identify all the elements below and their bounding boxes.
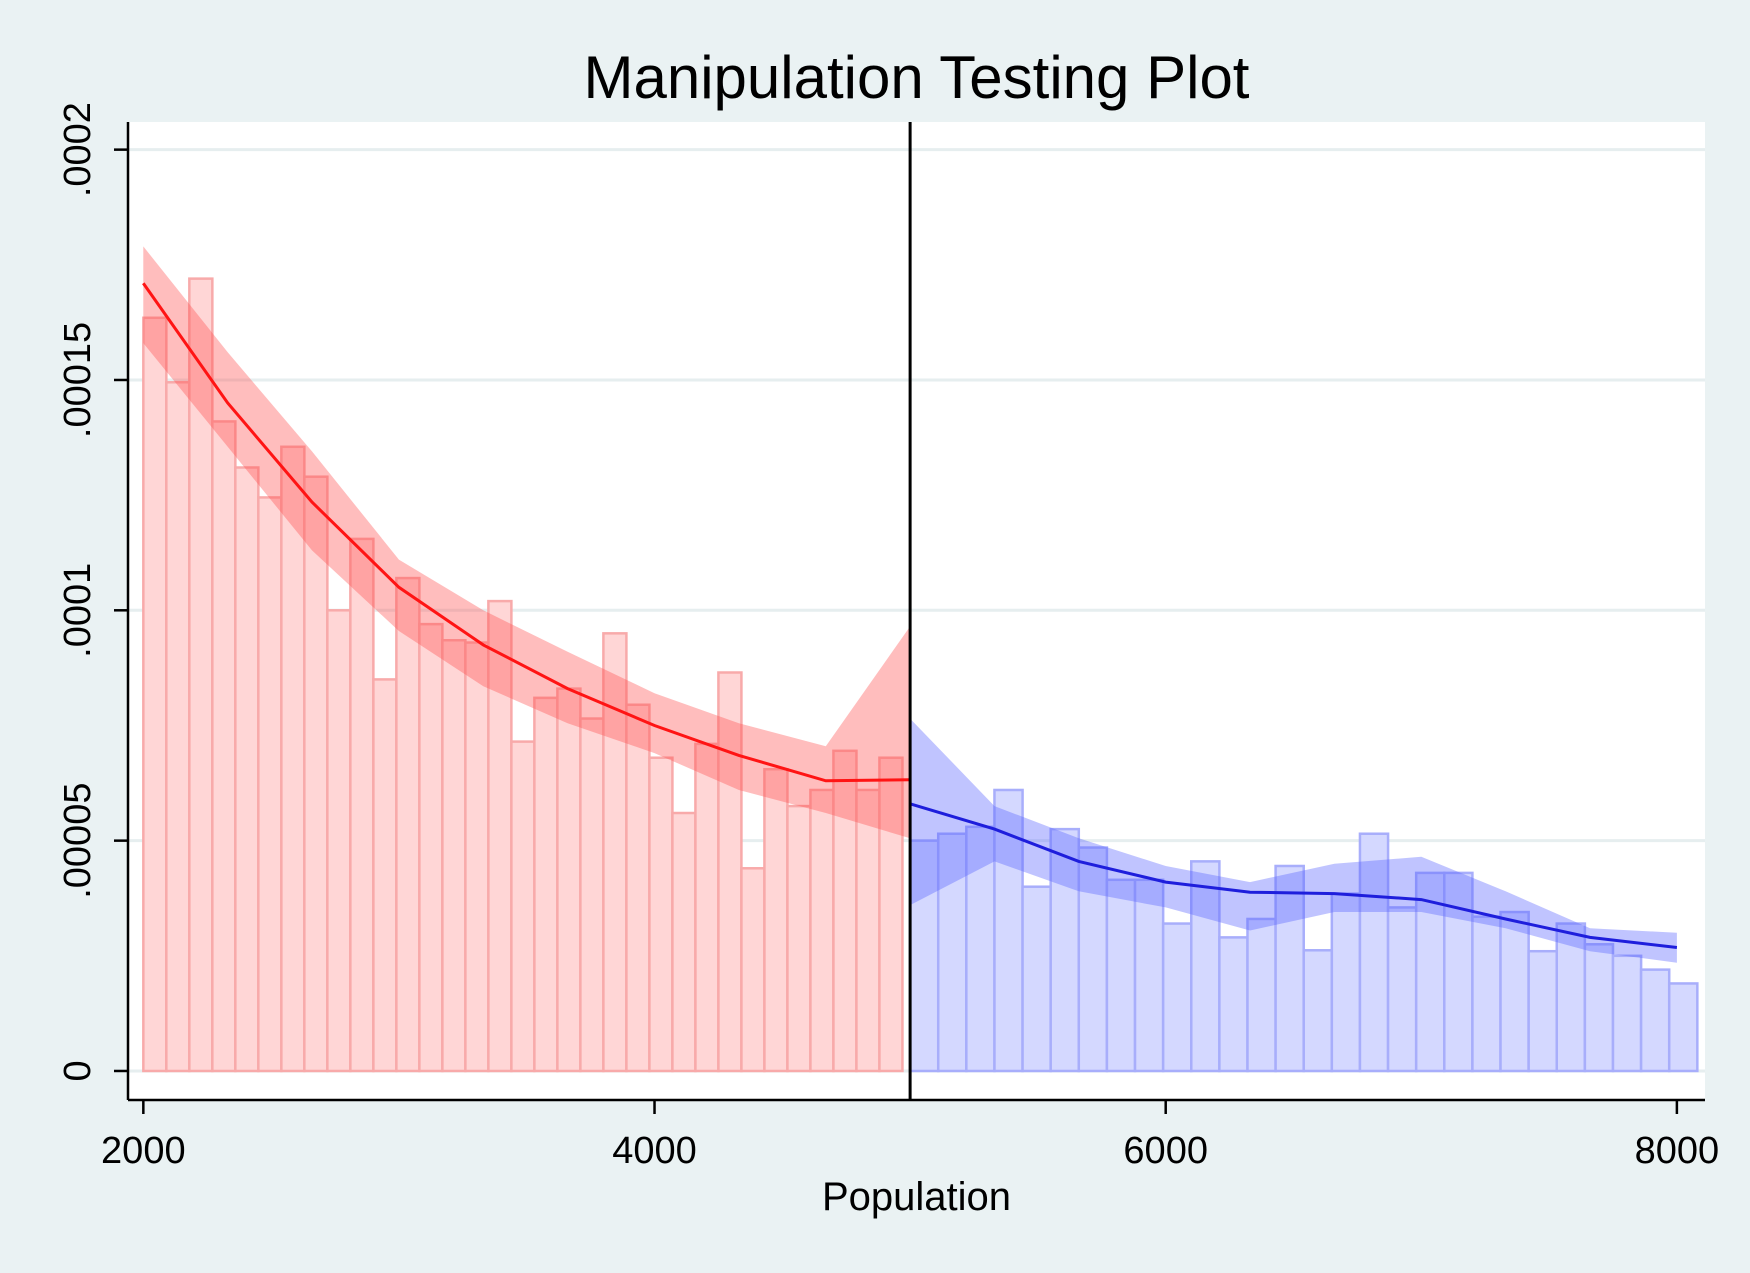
left-bar-31 — [855, 788, 881, 1073]
x-tick-label-2: 6000 — [1123, 1130, 1208, 1172]
x-axis-ticks: 2000 4000 6000 8000 — [101, 1100, 1719, 1172]
left-bar-11 — [395, 576, 421, 1073]
left-bar-10 — [372, 678, 398, 1073]
left-bar-19 — [579, 717, 605, 1073]
right-bar-14 — [1302, 949, 1334, 1073]
left-bar-7 — [303, 475, 329, 1073]
left-bar-1 — [165, 381, 191, 1073]
right-bar-16 — [1358, 832, 1390, 1073]
right-bar-15 — [1330, 892, 1362, 1073]
x-axis-label: Population — [822, 1175, 1011, 1219]
left-bar-22 — [648, 756, 674, 1073]
right-histogram-bars — [908, 788, 1699, 1073]
right-bar-2 — [965, 825, 996, 1073]
right-bar-12 — [1246, 917, 1277, 1073]
right-bar-24 — [1583, 943, 1615, 1073]
right-bar-11 — [1218, 936, 1249, 1073]
right-bar-13 — [1274, 864, 1305, 1073]
left-bar-23 — [671, 811, 697, 1073]
x-tick-label-1: 4000 — [612, 1130, 697, 1172]
right-bar-7 — [1105, 878, 1137, 1073]
right-bar-10 — [1190, 860, 1221, 1073]
left-bar-13 — [441, 639, 467, 1073]
right-bar-17 — [1386, 906, 1418, 1073]
left-histogram-bars — [142, 277, 904, 1073]
right-bar-20 — [1471, 915, 1502, 1073]
y-tick-label-4: .0002 — [57, 102, 99, 197]
x-tick-label-3: 8000 — [1635, 1130, 1720, 1172]
left-bar-5 — [257, 496, 283, 1073]
left-bar-0 — [142, 316, 168, 1073]
right-confidence-band — [910, 718, 1677, 963]
left-confidence-band — [143, 246, 911, 839]
right-bar-21 — [1499, 910, 1530, 1073]
y-tick-label-3: .00015 — [57, 322, 99, 438]
y-tick-label-1: .00005 — [57, 783, 99, 899]
left-bar-21 — [625, 703, 651, 1073]
left-fit-line — [142, 282, 911, 783]
left-bar-17 — [533, 696, 559, 1073]
right-bar-1 — [936, 832, 968, 1073]
right-bar-22 — [1527, 949, 1559, 1073]
left-bar-32 — [878, 756, 904, 1073]
right-bar-4 — [1021, 885, 1052, 1073]
left-bar-9 — [349, 537, 375, 1073]
left-bar-12 — [418, 622, 444, 1073]
right-bar-27 — [1667, 982, 1699, 1073]
right-bar-26 — [1639, 968, 1671, 1073]
left-bar-4 — [234, 466, 260, 1073]
left-bar-29 — [809, 788, 835, 1073]
right-bar-3 — [993, 788, 1024, 1073]
y-tick-label-2: .0001 — [57, 563, 99, 658]
left-bar-8 — [326, 609, 352, 1073]
left-bar-27 — [763, 767, 789, 1073]
right-bar-8 — [1133, 878, 1165, 1073]
left-bar-26 — [740, 867, 766, 1073]
left-bar-6 — [280, 445, 306, 1073]
y-axis-ticks: 0 .00005 .0001 .00015 .0002 — [57, 102, 128, 1082]
left-bar-18 — [556, 687, 582, 1073]
fit-lines — [142, 282, 1678, 949]
left-bar-28 — [786, 804, 812, 1073]
left-bar-3 — [211, 420, 237, 1073]
right-bar-6 — [1077, 846, 1109, 1073]
right-bar-5 — [1049, 827, 1081, 1073]
confidence-bands — [143, 246, 1677, 963]
y-tick-label-0: 0 — [57, 1060, 99, 1081]
chart-title: Manipulation Testing Plot — [584, 44, 1250, 111]
left-bar-24 — [694, 742, 720, 1073]
right-bar-25 — [1611, 954, 1643, 1073]
right-fit-line — [909, 802, 1678, 949]
left-bar-14 — [464, 641, 490, 1073]
x-tick-label-0: 2000 — [101, 1130, 186, 1172]
left-bar-16 — [510, 740, 536, 1073]
right-bar-9 — [1161, 922, 1193, 1073]
